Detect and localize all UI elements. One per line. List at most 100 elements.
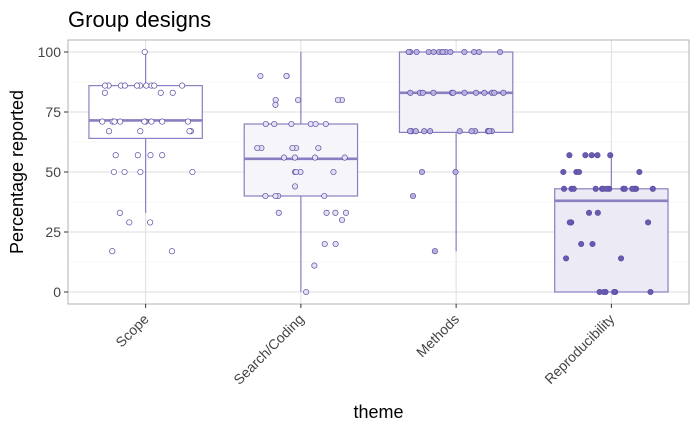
data-point-search-coding	[272, 101, 279, 108]
data-point-scope	[106, 128, 113, 135]
data-point-methods	[447, 48, 454, 56]
data-point-search-coding	[254, 144, 261, 152]
data-point-methods	[439, 48, 446, 56]
data-point-scope	[168, 248, 175, 255]
data-point-search-coding	[271, 120, 278, 128]
data-point-reproducibility	[588, 152, 595, 159]
data-point-search-coding	[262, 120, 269, 128]
data-point-methods	[497, 48, 504, 56]
data-point-reproducibility	[611, 288, 618, 296]
data-point-scope	[109, 248, 116, 255]
data-point-scope	[126, 219, 133, 226]
y-tick-label: 100	[38, 44, 62, 60]
y-tick-label: 50	[45, 164, 61, 180]
data-point-reproducibility	[603, 185, 610, 192]
data-point-search-coding	[315, 144, 322, 152]
data-point-methods	[412, 128, 419, 135]
data-point-scope	[141, 118, 148, 125]
data-point-search-coding	[303, 288, 310, 296]
data-point-scope	[137, 128, 144, 135]
data-point-reproducibility	[592, 185, 599, 192]
data-point-reproducibility	[576, 168, 583, 176]
data-point-search-coding	[321, 240, 328, 248]
data-point-methods	[468, 128, 475, 135]
data-point-reproducibility	[566, 219, 573, 226]
data-point-scope	[110, 168, 117, 176]
data-point-methods	[406, 128, 414, 135]
data-point-search-coding	[332, 209, 339, 216]
data-point-scope	[111, 118, 118, 125]
data-point-methods	[405, 48, 412, 56]
data-point-reproducibility	[589, 240, 596, 248]
data-point-methods	[491, 89, 498, 96]
data-point-reproducibility	[582, 152, 589, 159]
data-point-search-coding	[283, 72, 290, 80]
data-point-reproducibility	[600, 288, 607, 296]
x-tick-label-search-coding: Search/Coding	[230, 311, 307, 388]
data-point-methods	[452, 168, 459, 176]
y-tick-label: 0	[53, 284, 61, 300]
data-point-scope	[143, 82, 150, 89]
data-point-scope	[159, 152, 166, 159]
data-point-scope	[141, 48, 148, 56]
data-point-methods	[419, 89, 426, 96]
data-point-methods	[407, 89, 414, 96]
data-point-reproducibility	[645, 219, 652, 226]
data-point-search-coding	[311, 154, 319, 161]
data-point-methods	[418, 168, 426, 176]
data-point-scope	[121, 82, 128, 89]
y-tick-label: 25	[45, 224, 61, 240]
data-point-search-coding	[257, 72, 264, 80]
data-point-methods	[475, 48, 483, 56]
data-point-search-coding	[332, 240, 339, 248]
data-point-methods	[461, 48, 468, 56]
x-tick-label-scope: Scope	[112, 311, 152, 351]
data-point-reproducibility	[563, 255, 570, 262]
box-reproducibility	[554, 188, 669, 293]
data-point-search-coding	[272, 192, 279, 200]
data-point-reproducibility	[560, 185, 568, 192]
data-point-search-coding	[295, 96, 302, 104]
data-point-search-coding	[330, 168, 337, 176]
data-point-methods	[431, 248, 438, 255]
data-point-methods	[473, 89, 480, 96]
data-point-search-coding	[291, 154, 298, 161]
data-point-reproducibility	[621, 185, 628, 192]
data-point-search-coding	[322, 120, 329, 128]
data-point-search-coding	[275, 209, 282, 216]
data-point-methods	[427, 128, 434, 135]
data-point-search-coding	[289, 144, 296, 152]
data-point-scope	[101, 89, 108, 96]
data-point-methods	[425, 48, 432, 56]
data-point-scope	[116, 209, 123, 216]
data-point-scope	[112, 152, 119, 159]
data-point-methods	[481, 89, 488, 96]
data-point-reproducibility	[570, 185, 577, 192]
y-axis-title: Percentage reported	[7, 90, 27, 254]
data-point-scope	[157, 89, 164, 96]
data-point-reproducibility	[578, 240, 585, 248]
data-point-search-coding	[334, 96, 341, 104]
data-point-methods	[430, 48, 437, 56]
data-point-search-coding	[338, 216, 346, 224]
data-point-methods	[430, 89, 437, 96]
data-point-scope	[101, 82, 109, 89]
data-point-search-coding	[291, 183, 299, 190]
data-point-scope	[99, 118, 106, 125]
data-point-reproducibility	[636, 168, 643, 176]
data-point-reproducibility	[566, 152, 573, 159]
data-point-reproducibility	[629, 185, 636, 192]
data-point-scope	[151, 82, 158, 89]
data-point-scope	[159, 118, 166, 125]
data-point-scope	[134, 152, 141, 159]
data-point-scope	[137, 168, 144, 176]
data-point-scope	[169, 89, 176, 96]
data-point-search-coding	[341, 154, 348, 161]
data-point-scope	[121, 168, 128, 176]
data-point-methods	[409, 192, 417, 200]
data-point-search-coding	[288, 120, 295, 128]
data-point-reproducibility	[649, 185, 656, 192]
data-point-search-coding	[321, 192, 328, 200]
x-axis-title: theme	[353, 402, 403, 422]
data-point-reproducibility	[594, 209, 601, 216]
